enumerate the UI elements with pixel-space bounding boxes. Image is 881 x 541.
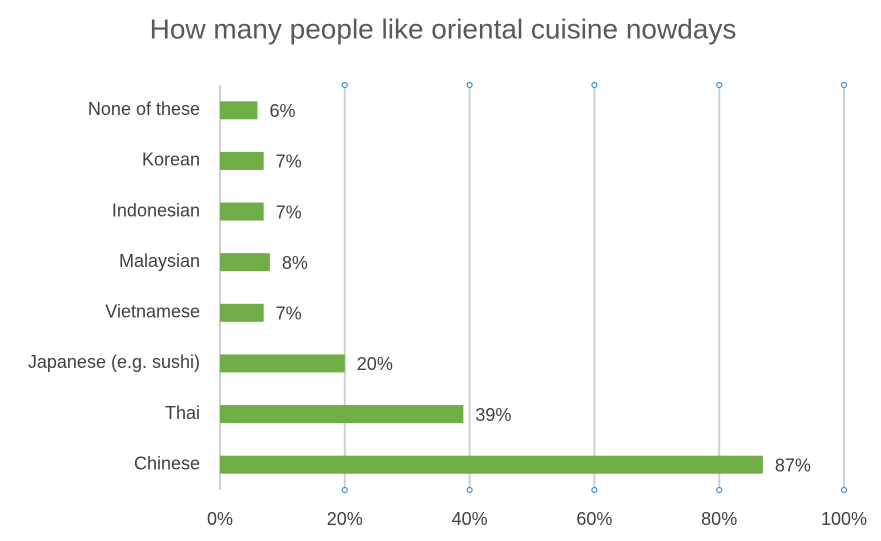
data-label: 7%: [276, 152, 302, 172]
y-tick-label: Malaysian: [119, 251, 200, 271]
y-tick-label: Korean: [142, 150, 200, 170]
grid-handle: [341, 81, 348, 89]
x-tick-label: 80%: [701, 509, 737, 529]
bar: [220, 253, 270, 272]
grid-handle: [591, 81, 598, 89]
data-label: 39%: [475, 405, 511, 425]
data-label: 87%: [775, 455, 811, 475]
x-tick-label: 20%: [327, 509, 363, 529]
bar: [220, 303, 264, 322]
grid-handle: [591, 486, 598, 494]
y-tick-label: Thai: [165, 403, 200, 423]
y-tick-label: Chinese: [134, 453, 200, 473]
data-label: 20%: [357, 354, 393, 374]
y-tick-label: None of these: [88, 99, 200, 119]
bar: [220, 202, 264, 221]
bar: [220, 151, 264, 170]
grid-handle: [840, 486, 848, 494]
grid-handle: [341, 486, 348, 494]
grid-handle: [466, 486, 473, 494]
bar: [220, 455, 763, 474]
x-tick-label: 40%: [452, 509, 488, 529]
y-tick-label: Indonesian: [112, 200, 200, 220]
data-label: 7%: [276, 304, 302, 324]
bar: [220, 354, 345, 373]
grid-handle: [716, 486, 723, 494]
grid-handle: [716, 81, 723, 89]
bar: [220, 101, 258, 120]
data-label: 8%: [282, 253, 308, 273]
data-label: 7%: [276, 202, 302, 222]
x-tick-label: 60%: [576, 509, 612, 529]
grid-handle: [840, 81, 848, 89]
y-tick-label: Japanese (e.g. sushi): [28, 352, 200, 372]
data-label: 6%: [269, 101, 295, 121]
x-tick-label: 100%: [821, 509, 867, 529]
grid-handle: [466, 81, 473, 89]
bar: [220, 405, 464, 424]
x-tick-label: 0%: [207, 509, 233, 529]
chart-title: How many people like oriental cuisine no…: [150, 13, 737, 44]
y-tick-label: Vietnamese: [105, 302, 200, 322]
